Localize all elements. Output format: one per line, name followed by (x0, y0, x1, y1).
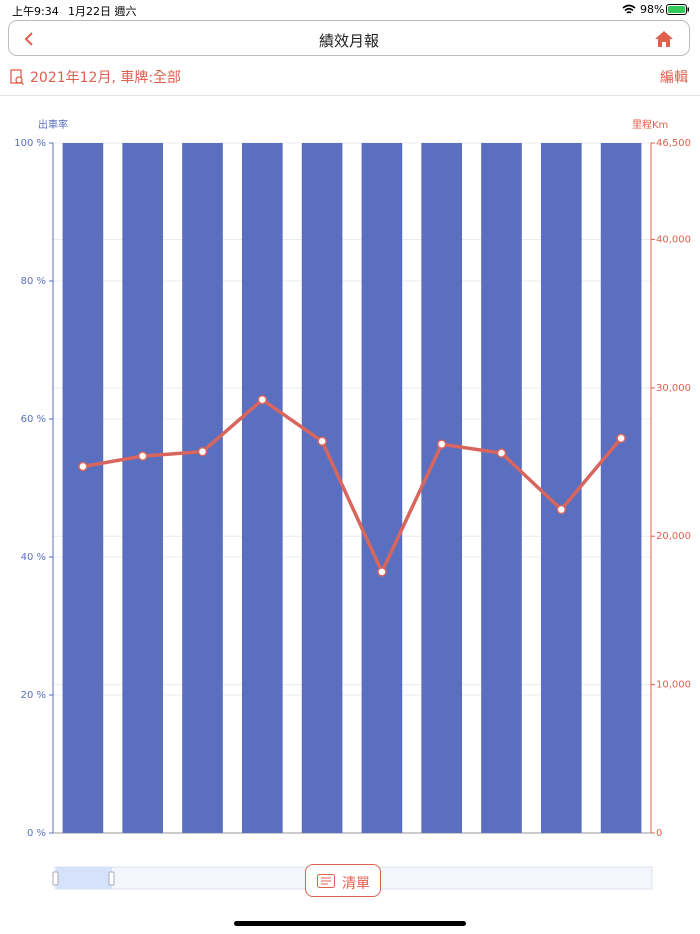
line-point (257, 394, 268, 405)
status-bar: 上午9:34 1月22日 週六 98% (0, 0, 700, 20)
list-icon (317, 874, 335, 888)
bar (361, 143, 403, 833)
line-point (197, 446, 208, 457)
wifi-icon (622, 4, 636, 14)
line-point (137, 451, 148, 461)
y-tick-label: 60 % (21, 414, 46, 425)
line-point (78, 461, 88, 472)
y-tick-label: 80 % (21, 276, 46, 287)
line-point (556, 504, 567, 515)
bar (301, 143, 343, 833)
y2-tick-label: 46,500 (656, 138, 691, 149)
battery-icon (666, 4, 689, 15)
y-tick-label: 20 % (21, 690, 46, 701)
bar (241, 143, 283, 833)
bar (421, 143, 463, 833)
line-point (436, 439, 447, 449)
list-button[interactable]: 清單 (305, 864, 381, 897)
home-indicator (234, 921, 466, 926)
y2-tick-label: 20,000 (656, 531, 691, 542)
y2-tick-label: 30,000 (656, 383, 691, 394)
y2-tick-label: 10,000 (656, 680, 691, 691)
edit-button[interactable]: 編輯 (660, 70, 688, 86)
bar (122, 143, 164, 833)
home-button[interactable] (654, 30, 674, 48)
page-title: 績效月報 (318, 32, 379, 50)
bar (182, 143, 223, 833)
filter-bar: 2021年12月, 車牌:全部 編輯 (0, 62, 700, 96)
back-button[interactable] (23, 31, 35, 47)
line-point (317, 436, 327, 447)
line-point (496, 448, 507, 458)
y-axis-title: 出車率 (38, 118, 68, 131)
y2-axis-title: 里程Km (632, 119, 668, 131)
chart: 出車率 0 % 20 % 40 % 60 % 80 % 100 % 里程Km 0 10,000 20… (14, 118, 691, 890)
bar (540, 143, 582, 833)
line-point (377, 567, 387, 577)
line (82, 397, 623, 574)
time: 上午9:34 (12, 5, 59, 18)
filter-text[interactable]: 2021年12月, 車牌:全部 (30, 70, 182, 86)
bar (600, 143, 642, 833)
zoom-handle[interactable] (108, 871, 115, 886)
zoom-handle[interactable] (52, 871, 59, 886)
y2-tick-label: 40,000 (656, 234, 691, 245)
nav-bar: 績效月報 (8, 20, 690, 56)
bar (62, 143, 104, 833)
line-point (616, 433, 626, 444)
y-tick-label: 40 % (21, 552, 46, 563)
battery-level: 98% (640, 3, 665, 16)
zoom-window[interactable] (56, 867, 112, 889)
search-doc-icon (10, 69, 24, 85)
y-tick-label: 0 % (27, 828, 46, 839)
date: 1月22日 週六 (68, 5, 137, 18)
list-button-label: 清單 (342, 876, 370, 892)
bar (481, 143, 522, 833)
y2-tick-label: 0 (656, 828, 662, 839)
y-tick-label: 100 % (14, 138, 46, 149)
